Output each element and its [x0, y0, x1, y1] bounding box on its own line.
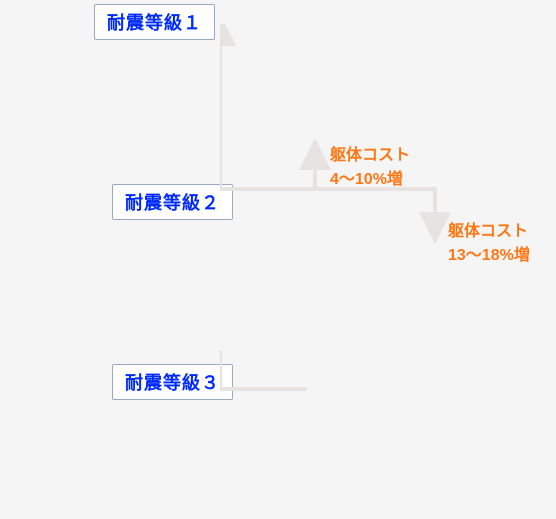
branch-connector [220, 24, 450, 504]
cost-title: 躯体コスト [448, 220, 530, 244]
cost-label-grade-3: 躯体コスト 13～18%増 [448, 220, 530, 268]
branch-svg [220, 24, 450, 504]
cost-value: 13～18%増 [448, 244, 530, 268]
badge-grade-2: 耐震等級２ [112, 184, 233, 220]
badge-grade-1: 耐震等級１ [94, 4, 215, 40]
badge-grade-3: 耐震等級３ [112, 364, 233, 400]
